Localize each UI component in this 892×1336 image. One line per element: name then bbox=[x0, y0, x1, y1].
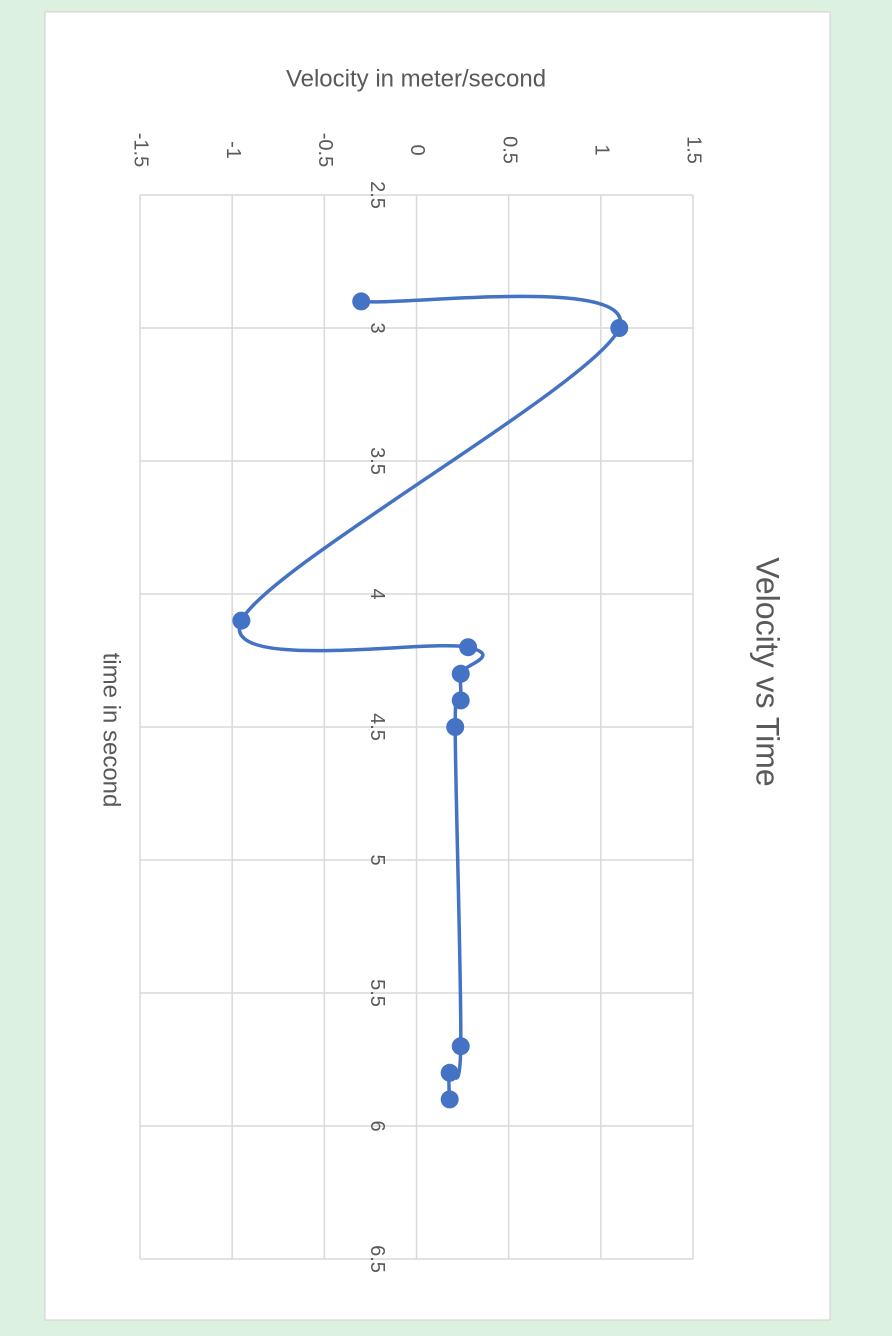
x-tick-label: 6 bbox=[366, 1120, 388, 1131]
y-axis-title: Velocity in meter/second bbox=[286, 65, 546, 92]
x-tick-label: 6.5 bbox=[366, 1245, 388, 1273]
point bbox=[451, 691, 470, 710]
y-tick-label: 0.5 bbox=[498, 136, 520, 164]
y-tick-label: -1.5 bbox=[130, 133, 152, 167]
point bbox=[440, 1063, 459, 1082]
point bbox=[451, 1037, 470, 1056]
x-tick-label: 5 bbox=[366, 854, 388, 865]
x-tick-label: 5.5 bbox=[366, 979, 388, 1007]
point bbox=[459, 638, 478, 657]
x-axis-title: time in second bbox=[98, 653, 125, 808]
point bbox=[451, 664, 470, 683]
chart-title: Velocity vs Time bbox=[750, 557, 786, 786]
chart-panel bbox=[44, 11, 831, 1321]
y-tick-label: 0 bbox=[406, 144, 428, 155]
y-tick-label: -0.5 bbox=[314, 133, 336, 167]
rotated-chart: Velocity vs Time time in second Velocity… bbox=[98, 65, 786, 1273]
point bbox=[610, 319, 629, 337]
point bbox=[232, 611, 251, 630]
point bbox=[440, 1090, 459, 1109]
y-tick-label: 1 bbox=[591, 144, 613, 155]
y-tick-label: -1 bbox=[222, 141, 244, 159]
x-tick-label: 3 bbox=[366, 322, 388, 333]
x-tick-label: 2.5 bbox=[366, 181, 388, 209]
x-tick-label: 3.5 bbox=[366, 447, 388, 475]
x-tick-label: 4 bbox=[366, 588, 388, 599]
point bbox=[352, 292, 371, 311]
point bbox=[446, 718, 465, 736]
y-tick-label: 1.5 bbox=[683, 136, 705, 164]
x-tick-label: 4.5 bbox=[366, 713, 388, 741]
